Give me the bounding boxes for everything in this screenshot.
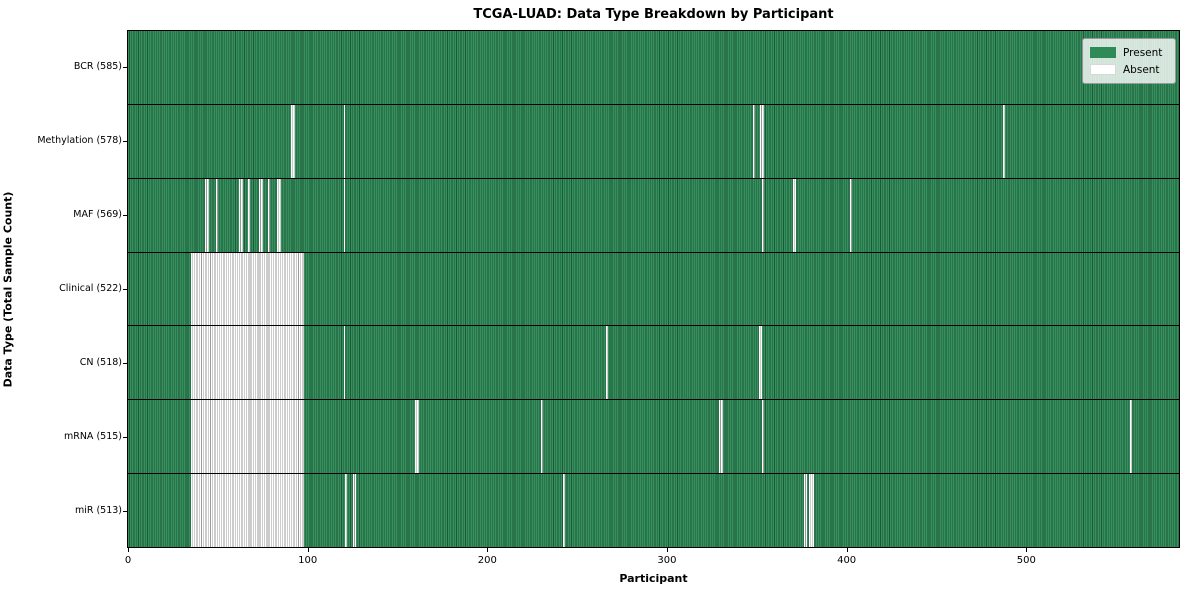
absent-segment: [343, 178, 346, 252]
chart-title: TCGA-LUAD: Data Type Breakdown by Partic…: [473, 7, 834, 22]
presence-row-mrna: [128, 399, 1179, 474]
legend-item-present: Present: [1090, 44, 1167, 61]
absent-segment: [541, 400, 543, 474]
absent-segment: [762, 178, 764, 252]
absent-segment: [190, 474, 305, 548]
legend-label: Absent: [1123, 63, 1160, 76]
absent-segment: [808, 474, 815, 548]
absent-segment: [343, 104, 346, 178]
absent-segment: [850, 178, 852, 252]
absent-segment: [190, 326, 305, 400]
y-tick-mark: [123, 437, 127, 438]
absent-segment: [758, 326, 763, 400]
absent-segment: [760, 104, 764, 178]
y-tick-mark: [123, 363, 127, 364]
absent-segment: [1002, 104, 1005, 178]
y-tick-label: CN (518): [79, 357, 122, 368]
y-tick-label: Methylation (578): [37, 135, 122, 146]
legend-label: Present: [1123, 46, 1163, 59]
absent-segment: [248, 178, 251, 252]
x-axis-label: Participant: [619, 572, 688, 585]
y-tick-label: BCR (585): [73, 61, 122, 72]
presence-row-mir: [128, 473, 1179, 548]
x-tick-label: 100: [298, 555, 318, 566]
absent-segment: [259, 178, 263, 252]
x-tick-label: 500: [1016, 555, 1036, 566]
y-tick-label: Clinical (522): [59, 283, 122, 294]
y-tick-mark: [123, 289, 127, 290]
presence-row-cn: [128, 325, 1179, 400]
absent-segment: [239, 178, 243, 252]
absent-segment: [291, 104, 296, 178]
absent-segment: [268, 178, 270, 252]
x-tick-mark: [666, 548, 668, 552]
absent-segment: [562, 474, 565, 548]
y-tick-mark: [123, 215, 127, 216]
absent-segment: [345, 474, 348, 548]
x-tick-mark: [846, 548, 848, 552]
absent-segment: [605, 326, 608, 400]
x-tick-mark: [1026, 548, 1028, 552]
y-tick-label: MAF (569): [73, 209, 122, 220]
legend-item-absent: Absent: [1090, 61, 1167, 78]
absent-segment: [803, 474, 808, 548]
absent-segment: [753, 104, 755, 178]
absent-segment: [190, 400, 305, 474]
absent-segment: [762, 400, 764, 474]
y-tick-mark: [123, 511, 127, 512]
absent-segment: [719, 400, 723, 474]
presence-row-methylation: [128, 103, 1179, 178]
absent-segment: [205, 178, 209, 252]
x-tick-mark: [128, 548, 129, 552]
y-tick-mark: [123, 141, 127, 142]
x-tick-label: 300: [657, 555, 677, 566]
absent-segment: [190, 252, 305, 326]
presence-row-bcr: [128, 31, 1179, 104]
absent-segment: [216, 178, 218, 252]
legend: Present Absent: [1082, 38, 1176, 84]
x-tick-label: 400: [837, 555, 857, 566]
y-axis-label: Data Type (Total Sample Count): [1, 191, 15, 388]
presence-row-maf: [128, 177, 1179, 252]
presence-row-clinical: [128, 251, 1179, 326]
absent-segment: [1130, 400, 1133, 474]
y-tick-label: mRNA (515): [63, 431, 122, 442]
absent-segment: [415, 400, 420, 474]
x-tick-mark: [487, 548, 489, 552]
x-tick-mark: [307, 548, 309, 552]
absent-segment: [792, 178, 797, 252]
legend-swatch-absent: [1090, 64, 1116, 75]
x-tick-label: 200: [477, 555, 497, 566]
y-tick-mark: [123, 67, 127, 68]
y-tick-label: miR (513): [74, 505, 122, 516]
plot-area: [127, 30, 1180, 548]
absent-segment: [352, 474, 357, 548]
x-tick-label: 0: [124, 555, 132, 566]
absent-segment: [277, 178, 281, 252]
legend-swatch-present: [1090, 47, 1116, 58]
absent-segment: [343, 326, 346, 400]
